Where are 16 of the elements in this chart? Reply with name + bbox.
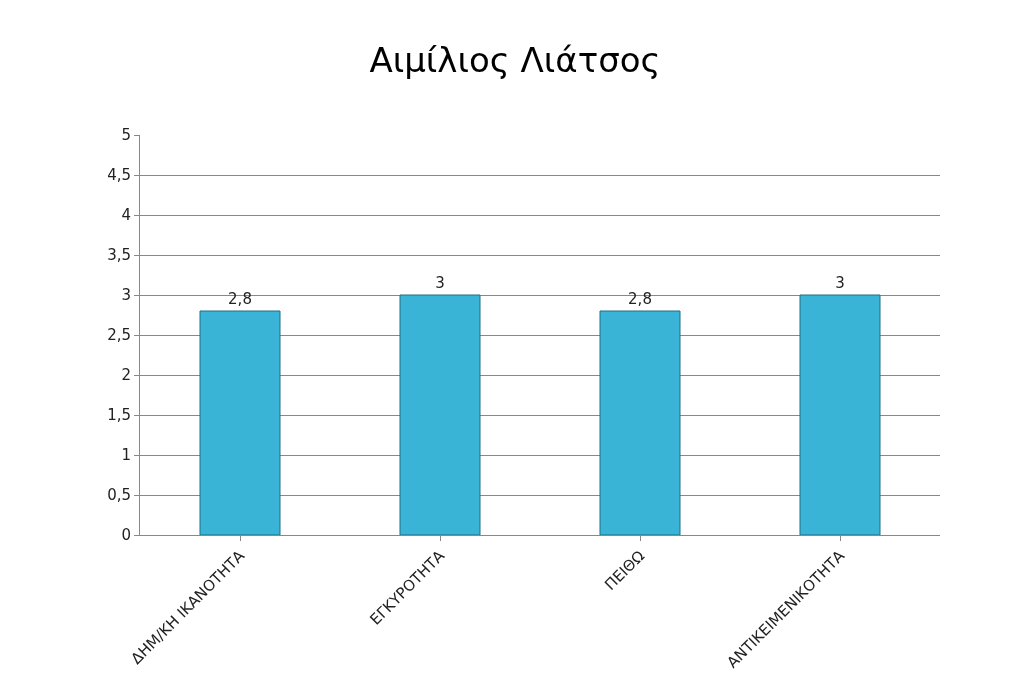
y-tick-label: 4,5 bbox=[107, 166, 131, 185]
y-tick-label: 0,5 bbox=[107, 486, 131, 505]
y-tick-label: 1,5 bbox=[107, 406, 131, 425]
data-label: 2,8 bbox=[228, 290, 252, 308]
y-tick-label: 4 bbox=[121, 206, 131, 225]
y-tick-label: 1 bbox=[121, 446, 131, 465]
data-label: 3 bbox=[435, 274, 445, 292]
data-label: 2,8 bbox=[628, 290, 652, 308]
y-tick-label: 2,5 bbox=[107, 326, 131, 345]
y-tick-label: 3 bbox=[121, 286, 131, 305]
y-tick-label: 5 bbox=[121, 126, 131, 145]
data-label: 3 bbox=[835, 274, 845, 292]
chart-title: Αιμίλιος Λιάτσος bbox=[369, 39, 661, 80]
y-tick-label: 0 bbox=[121, 526, 131, 545]
y-tick-label: 3,5 bbox=[107, 246, 131, 265]
y-tick-label: 2 bbox=[121, 366, 131, 385]
